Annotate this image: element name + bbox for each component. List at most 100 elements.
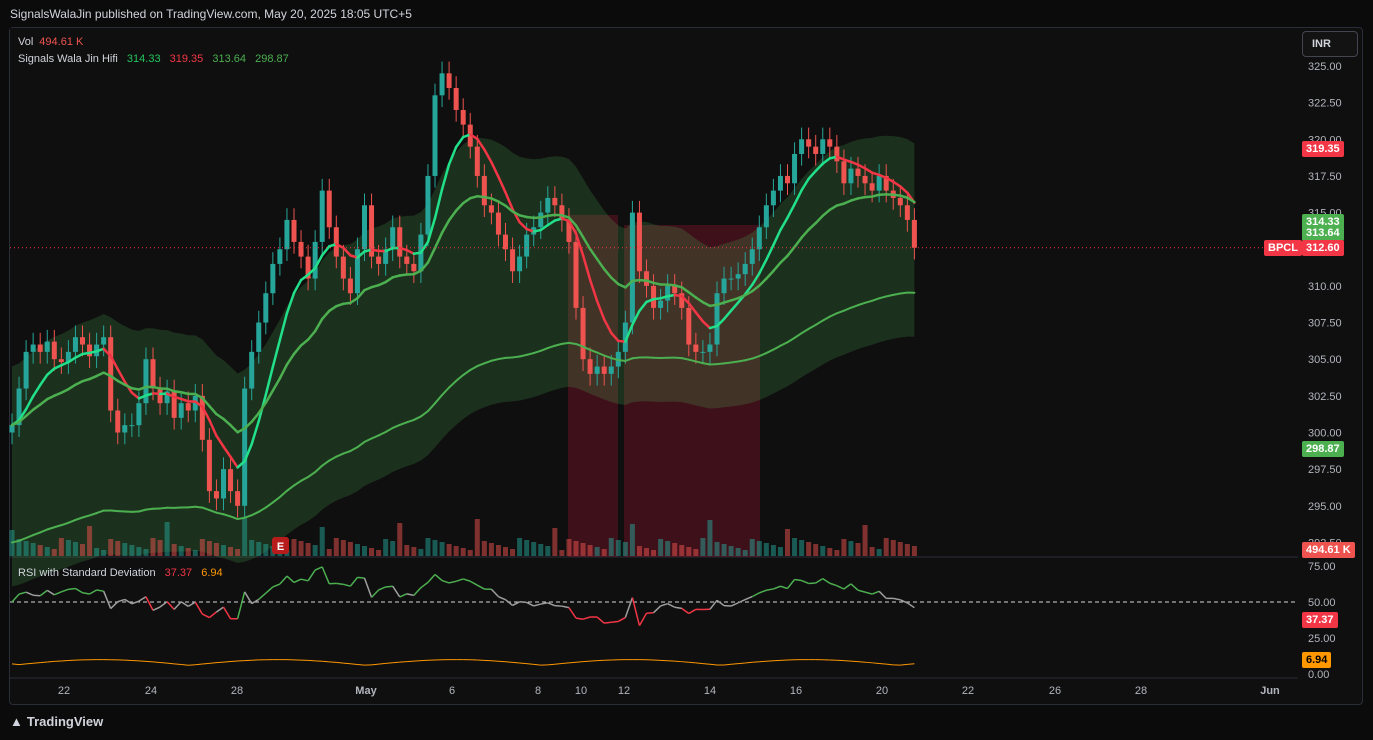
mid-ma-segment [313, 317, 324, 333]
sd-segment [167, 662, 175, 665]
rsi-segment [490, 588, 499, 598]
indicator-label: Signals Wala Jin Hifi [18, 53, 118, 65]
rsi-segment [554, 604, 562, 607]
volume-bar [855, 543, 861, 556]
mid-ma-segment [95, 371, 105, 378]
volume-bar [566, 539, 572, 556]
volume-bar [601, 549, 607, 556]
mid-ma-segment [821, 208, 832, 218]
slow-ma-segment [455, 374, 465, 382]
slow-ma-segment [39, 528, 49, 534]
tradingview-brand: TradingView [26, 714, 104, 729]
rsi-segment [102, 590, 112, 609]
volume-bar [622, 542, 628, 556]
fast-ma-segment [751, 272, 761, 287]
rsi-segment [124, 598, 133, 605]
mid-ma-segment [490, 197, 500, 203]
candle-body [651, 285, 657, 308]
candle-body [629, 212, 635, 323]
candle-body [700, 351, 706, 353]
volume-bar [347, 542, 353, 556]
volume-bar [510, 549, 516, 556]
rsi-segment [638, 612, 648, 626]
mid-ma-segment [772, 261, 782, 273]
mid-ma-segment [828, 204, 839, 212]
volume-bar [770, 545, 776, 556]
slow-ma-segment [786, 336, 796, 344]
rsi-segment [836, 584, 845, 590]
price-tag: 312.60 [1302, 239, 1344, 256]
rsi-segment [251, 598, 260, 605]
volume-bar [608, 538, 614, 556]
slow-ma-segment [53, 524, 63, 529]
fast-ma-segment [342, 246, 352, 257]
slow-ma-segment [617, 359, 627, 362]
slow-ma-segment [250, 510, 260, 517]
rsi-segment [216, 606, 224, 613]
candle-body [9, 425, 15, 433]
slow-ma-segment [525, 352, 535, 356]
volume-bar [362, 546, 367, 556]
slow-ma-segment [800, 327, 810, 335]
candle-body [608, 366, 614, 374]
sd-segment [879, 662, 887, 665]
volume-bar [679, 545, 685, 556]
fast-ma-segment [130, 391, 141, 400]
volume-bar [333, 538, 339, 556]
volume-bar [446, 544, 452, 556]
slow-ma-segment [441, 386, 451, 397]
candle-body [622, 322, 628, 352]
slow-ma-segment [546, 344, 556, 350]
slow-ma-segment [419, 410, 429, 418]
volume-bar [658, 539, 664, 556]
price-tag: 298.87 [1302, 441, 1344, 458]
sd-segment [47, 660, 55, 663]
candle-body [799, 139, 805, 154]
rsi-segment [604, 621, 612, 624]
sd-segment [329, 661, 337, 663]
volume-bar [51, 549, 57, 556]
volume-bar [101, 550, 107, 556]
candle-body [101, 337, 107, 345]
slow-ma-segment [356, 440, 366, 449]
fast-ma-segment [476, 137, 486, 151]
currency-button[interactable]: INR [1302, 31, 1358, 57]
slow-ma-segment [215, 511, 225, 516]
sd-value-tag: 6.94 [1302, 652, 1332, 668]
candle-body [460, 109, 466, 125]
candle-body [51, 341, 57, 360]
fast-ma-segment [356, 250, 366, 259]
mid-ma-segment [278, 363, 289, 380]
rsi-segment [730, 602, 739, 607]
volume-bar [94, 548, 100, 556]
tradingview-logo[interactable]: ▲ TradingView [10, 714, 103, 729]
volume-bar [143, 549, 149, 556]
candle-body [679, 293, 685, 308]
mid-ma-segment [194, 392, 204, 400]
volume-bar [354, 544, 360, 556]
fast-ma-segment [631, 309, 641, 326]
volume-bar [326, 549, 332, 556]
rsi-segment [547, 602, 556, 607]
rsi-segment [357, 576, 365, 579]
sd-segment [406, 660, 414, 663]
mid-ma-segment [624, 279, 634, 289]
y-tick-label: 302.50 [1308, 391, 1342, 403]
fast-ma-segment [313, 253, 324, 270]
mid-ma-segment [24, 408, 35, 418]
candle-body [770, 190, 776, 206]
volume-bar [665, 541, 671, 556]
fast-ma-segment [299, 273, 310, 282]
slow-ma-segment [208, 509, 218, 514]
mid-ma-segment [328, 304, 338, 313]
rsi-segment [681, 607, 690, 615]
fast-ma-segment [821, 157, 832, 165]
rsi-segment [688, 608, 697, 615]
rsi-segment [187, 601, 196, 608]
indicator-value-4: 298.87 [255, 53, 289, 65]
slow-ma-segment [229, 515, 239, 521]
candle-body [658, 300, 664, 308]
slow-ma-segment [187, 505, 197, 509]
volume-bar [390, 541, 396, 556]
